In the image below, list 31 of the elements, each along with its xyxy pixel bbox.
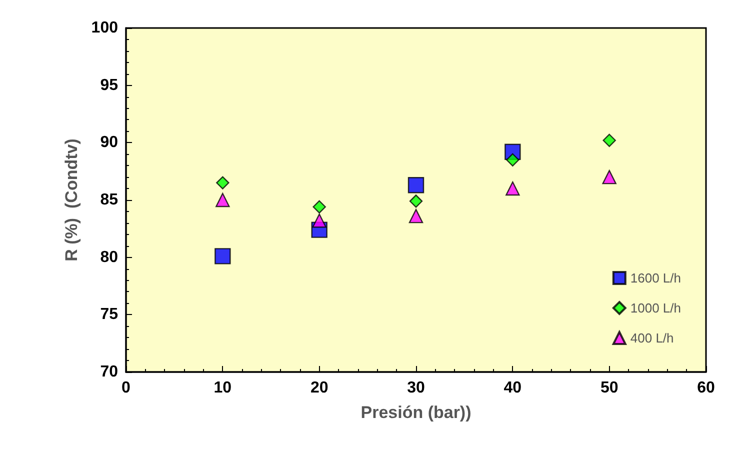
y-tick-label: 75 (100, 306, 118, 324)
y-tick-label: 95 (100, 76, 118, 94)
x-tick-label: 10 (214, 380, 232, 396)
x-tick-label: 60 (697, 380, 715, 396)
point (312, 200, 326, 214)
point (312, 214, 326, 228)
point (409, 194, 423, 208)
y-tick-label: 70 (100, 364, 118, 380)
point (408, 208, 424, 224)
point (214, 248, 231, 264)
legend-label: 400 L/h (630, 330, 674, 346)
y-tick-label: 100 (91, 20, 118, 36)
point (408, 176, 424, 194)
x-tick-label: 0 (122, 380, 131, 396)
x-axis-title: Presión (bar)) (360, 403, 472, 422)
point (216, 176, 230, 190)
x-tick-label: 40 (504, 380, 522, 396)
point (216, 192, 230, 208)
point (506, 181, 520, 196)
y-tick-label: 85 (100, 192, 118, 208)
x-tick-label: 30 (407, 380, 425, 396)
point (602, 170, 616, 184)
legend-label: 1600 L/h (630, 270, 682, 286)
y-tick-label: 80 (100, 248, 118, 266)
y-axis-title: R (%) (Condtv) (62, 138, 81, 262)
point (602, 134, 616, 147)
legend-label: 1000 L/h (630, 300, 682, 316)
point (506, 153, 520, 166)
x-tick-label: 20 (310, 380, 328, 396)
y-tick-label: 90 (100, 134, 118, 152)
x-tick-label: 50 (600, 380, 618, 396)
